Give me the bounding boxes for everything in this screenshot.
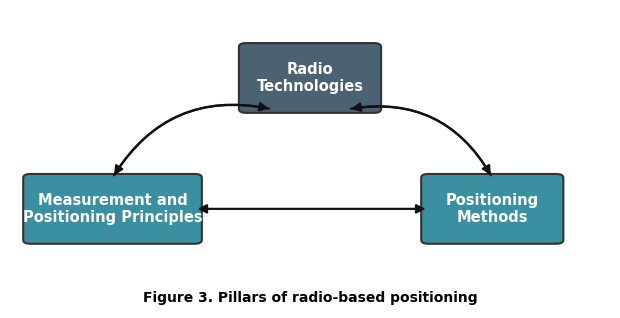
Text: Radio
Technologies: Radio Technologies bbox=[257, 62, 363, 94]
Text: Measurement and
Positioning Principles: Measurement and Positioning Principles bbox=[23, 193, 202, 225]
FancyBboxPatch shape bbox=[421, 174, 564, 244]
Text: Figure 3. Pillars of radio-based positioning: Figure 3. Pillars of radio-based positio… bbox=[143, 292, 477, 306]
FancyBboxPatch shape bbox=[23, 174, 202, 244]
FancyBboxPatch shape bbox=[239, 43, 381, 113]
Text: Positioning
Methods: Positioning Methods bbox=[446, 193, 539, 225]
